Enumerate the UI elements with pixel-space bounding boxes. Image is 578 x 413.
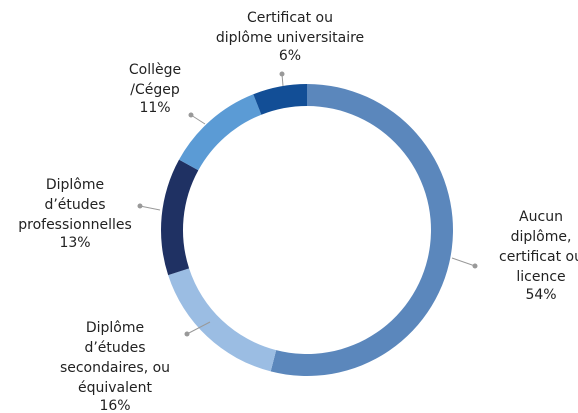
leader-dot — [184, 331, 190, 337]
category-label: certificat ou — [499, 249, 578, 265]
leader-dot — [472, 263, 478, 269]
leader-dot — [137, 203, 143, 209]
category-label: d’études — [84, 340, 145, 356]
leader-dot — [279, 71, 285, 77]
value-label: 16% — [99, 398, 130, 413]
leader-line — [190, 114, 206, 125]
category-label: /Cégep — [130, 82, 180, 98]
value-label: 11% — [139, 100, 170, 116]
category-label: professionnelles — [18, 217, 132, 233]
value-label: 13% — [59, 235, 90, 251]
value-label: 6% — [279, 48, 301, 64]
value-label: 54% — [525, 287, 556, 303]
donut-segment — [161, 159, 199, 276]
leader-line — [451, 257, 476, 267]
category-label: Aucun — [519, 209, 563, 225]
category-label: Diplôme — [86, 320, 144, 336]
category-label: diplôme, — [511, 229, 572, 245]
leader-line — [186, 321, 211, 335]
donut-segment — [270, 84, 453, 376]
leader-line — [139, 205, 161, 211]
leader-dot — [188, 112, 194, 118]
category-label: diplôme universitaire — [216, 30, 364, 46]
category-label: Collège — [129, 62, 181, 78]
donut-segment — [179, 94, 262, 171]
category-label: licence — [516, 269, 565, 285]
category-label: Diplôme — [46, 177, 104, 193]
category-label: secondaires, ou — [60, 360, 170, 376]
category-label: Certificat ou — [247, 10, 333, 26]
category-label: d’études — [44, 197, 105, 213]
donut-segment — [253, 84, 307, 115]
category-label: équivalent — [78, 380, 153, 396]
donut-segment — [168, 268, 277, 372]
